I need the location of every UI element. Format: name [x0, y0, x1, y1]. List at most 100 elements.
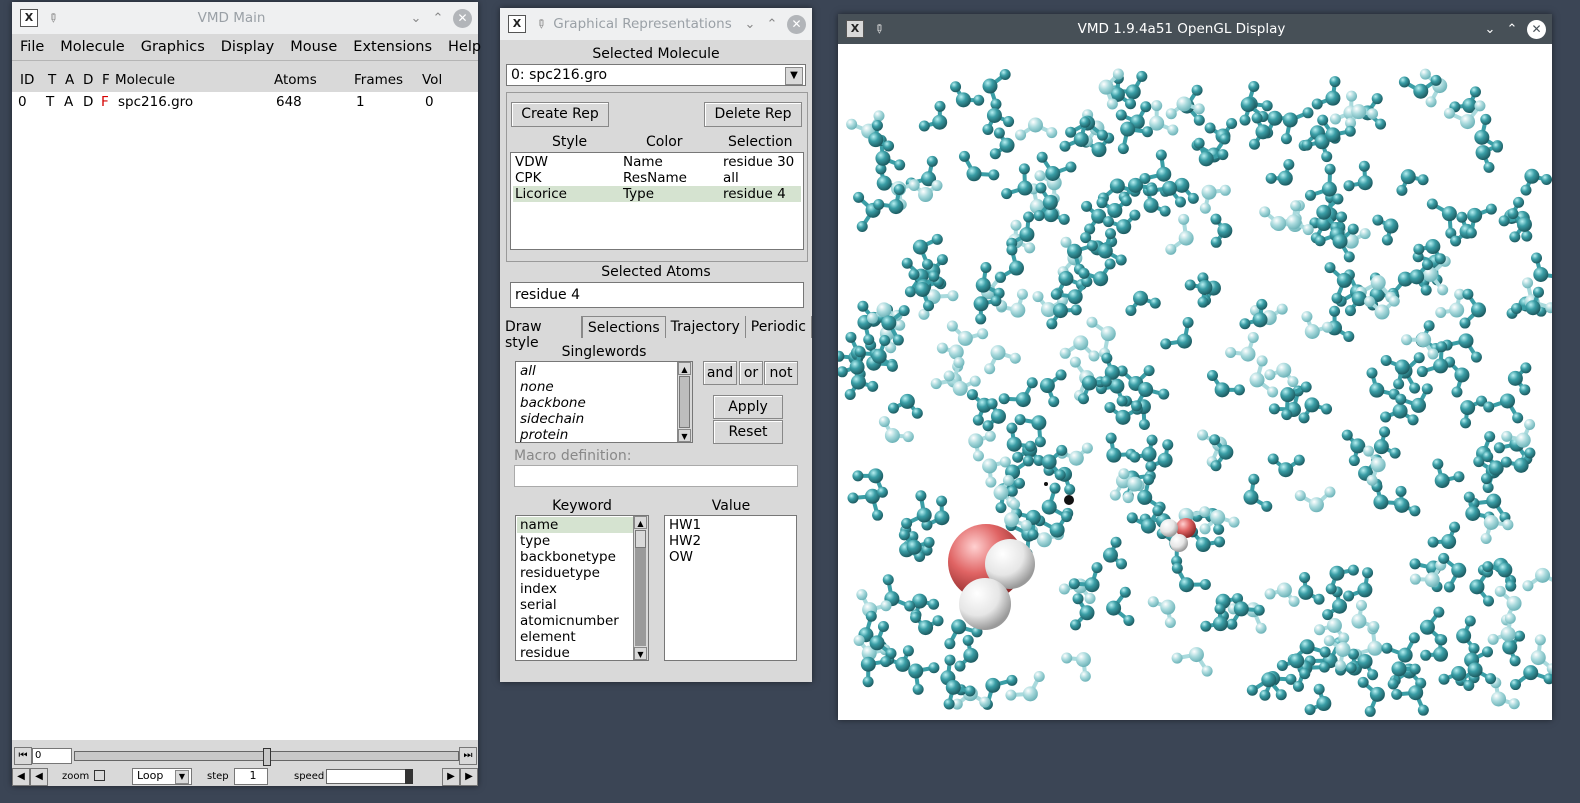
list-item[interactable]: backbonetype: [520, 549, 616, 565]
list-item[interactable]: all: [520, 363, 536, 379]
minimize-icon[interactable]: ⌄: [1484, 21, 1496, 37]
go-start-icon[interactable]: ⏮: [14, 747, 32, 765]
molecule-row[interactable]: 0 T A D F spc216.gro 648 1 0: [12, 94, 478, 112]
rep-row-selected[interactable]: Licorice Type residue 4: [513, 186, 801, 202]
list-item[interactable]: none: [520, 379, 554, 395]
slider-handle[interactable]: [263, 748, 271, 766]
step-input[interactable]: 1: [234, 768, 268, 785]
reps-list[interactable]: VDW Name residue 30 CPK ResName all Lico…: [510, 152, 804, 250]
list-item[interactable]: sidechain: [520, 411, 585, 427]
list-item[interactable]: HW2: [669, 533, 702, 549]
macro-definition-input[interactable]: [514, 465, 798, 487]
maximize-icon[interactable]: ⌃: [432, 10, 444, 26]
selected-atoms-input[interactable]: residue 4: [510, 282, 804, 308]
frame-slider[interactable]: [74, 748, 459, 766]
col-t[interactable]: T: [48, 72, 57, 88]
list-item[interactable]: element: [520, 629, 576, 645]
speed-handle[interactable]: [405, 769, 413, 784]
tab-draw-style[interactable]: Draw style: [500, 316, 582, 351]
delete-rep-button[interactable]: Delete Rep: [704, 102, 802, 127]
reps-titlebar[interactable]: X ✎ Graphical Representations ⌄ ⌃ ✕: [500, 8, 812, 40]
singlewords-list[interactable]: all none backbone sidechain protein ▲ ▼: [515, 361, 693, 443]
create-rep-button[interactable]: Create Rep: [511, 102, 609, 127]
mol-top-toggle[interactable]: T: [46, 94, 55, 110]
vmd-main-window: X ✎ VMD Main ⌄ ⌃ ✕ File Molecule Graphic…: [12, 2, 481, 786]
maximize-icon[interactable]: ⌃: [766, 16, 778, 32]
step-forward-icon[interactable]: ▶: [460, 768, 478, 786]
col-atoms[interactable]: Atoms: [274, 72, 317, 88]
list-item[interactable]: OW: [669, 549, 693, 565]
list-item[interactable]: index: [520, 581, 557, 597]
rep-row[interactable]: VDW Name residue 30: [513, 154, 801, 170]
scroll-down-icon[interactable]: ▼: [678, 429, 691, 442]
loop-select[interactable]: Loop ▼: [132, 768, 192, 785]
main-titlebar[interactable]: X ✎ VMD Main ⌄ ⌃ ✕: [12, 2, 478, 34]
scroll-down-icon[interactable]: ▼: [634, 647, 647, 660]
list-item[interactable]: residuetype: [520, 565, 600, 581]
chevron-down-icon[interactable]: ▼: [175, 770, 189, 784]
tab-selections[interactable]: Selections: [581, 316, 666, 338]
col-vol[interactable]: Vol: [422, 72, 443, 88]
menu-graphics[interactable]: Graphics: [140, 39, 205, 55]
menu-help[interactable]: Help: [448, 39, 482, 55]
mol-fixed-toggle[interactable]: F: [101, 94, 109, 110]
reset-button[interactable]: Reset: [713, 420, 783, 444]
apply-button[interactable]: Apply: [713, 395, 783, 419]
not-button[interactable]: not: [764, 361, 798, 385]
molecule-select[interactable]: 0: spc216.gro ▼: [506, 64, 806, 86]
step-back-icon[interactable]: ◀: [12, 768, 30, 786]
list-item[interactable]: protein: [520, 427, 569, 443]
speed-slider[interactable]: [326, 769, 413, 784]
list-item[interactable]: serial: [520, 597, 557, 613]
tab-trajectory[interactable]: Trajectory: [666, 316, 746, 338]
scroll-thumb[interactable]: [679, 376, 690, 428]
list-item[interactable]: type: [520, 533, 551, 549]
list-item[interactable]: backbone: [520, 395, 586, 411]
play-forward-icon[interactable]: ▶: [442, 768, 460, 786]
menu-molecule[interactable]: Molecule: [60, 39, 125, 55]
tab-periodic[interactable]: Periodic: [746, 316, 812, 338]
close-icon[interactable]: ✕: [787, 14, 806, 34]
minimize-icon[interactable]: ⌄: [744, 16, 756, 32]
chevron-down-icon[interactable]: ▼: [785, 67, 803, 85]
keyword-scrollbar[interactable]: ▲ ▼: [633, 516, 648, 660]
scroll-trough[interactable]: [635, 548, 646, 646]
scroll-up-icon[interactable]: ▲: [634, 516, 647, 529]
mol-drawn-toggle[interactable]: D: [83, 94, 94, 110]
and-button[interactable]: and: [703, 361, 737, 385]
or-button[interactable]: or: [739, 361, 763, 385]
frame-input[interactable]: 0: [32, 748, 72, 764]
list-item-selected[interactable]: name: [517, 517, 634, 533]
gl-titlebar[interactable]: X ✎ VMD 1.9.4a51 OpenGL Display ⌄ ⌃ ✕: [838, 14, 1552, 44]
zoom-checkbox[interactable]: [94, 770, 105, 781]
scroll-thumb[interactable]: [635, 530, 646, 548]
play-reverse-icon[interactable]: ◀: [30, 768, 48, 786]
list-item[interactable]: residue: [520, 645, 570, 661]
menu-extensions[interactable]: Extensions: [353, 39, 433, 55]
col-a[interactable]: A: [65, 72, 75, 88]
col-id[interactable]: ID: [20, 72, 35, 88]
col-d[interactable]: D: [83, 72, 94, 88]
list-item[interactable]: atomicnumber: [520, 613, 619, 629]
close-icon[interactable]: ✕: [453, 8, 472, 28]
molecule-viewport[interactable]: [838, 44, 1552, 720]
molecule-list[interactable]: 0 T A D F spc216.gro 648 1 0: [12, 92, 478, 740]
col-frames[interactable]: Frames: [354, 72, 404, 88]
menu-file[interactable]: File: [20, 39, 45, 55]
close-icon[interactable]: ✕: [1527, 19, 1546, 39]
menu-display[interactable]: Display: [220, 39, 275, 55]
col-molecule[interactable]: Molecule: [115, 72, 175, 88]
value-list[interactable]: HW1 HW2 OW: [664, 515, 797, 661]
singlewords-scrollbar[interactable]: ▲ ▼: [677, 362, 692, 442]
scroll-up-icon[interactable]: ▲: [678, 362, 691, 375]
maximize-icon[interactable]: ⌃: [1506, 21, 1518, 37]
go-end-icon[interactable]: ⏭: [459, 747, 477, 765]
menu-mouse[interactable]: Mouse: [290, 39, 338, 55]
vdw-residue-30: [948, 524, 1035, 630]
col-f[interactable]: F: [102, 72, 110, 88]
mol-active-toggle[interactable]: A: [64, 94, 74, 110]
keyword-list[interactable]: name type backbonetype residuetype index…: [515, 515, 649, 661]
minimize-icon[interactable]: ⌄: [410, 10, 422, 26]
list-item[interactable]: HW1: [669, 517, 702, 533]
rep-row[interactable]: CPK ResName all: [513, 170, 801, 186]
